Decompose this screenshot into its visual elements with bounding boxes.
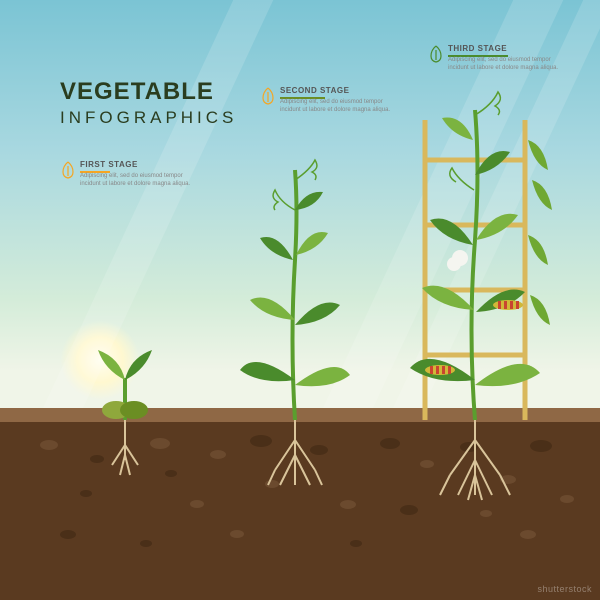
stage-desc: Adipiscing elit, sed do eiusmod tempor i… xyxy=(448,57,568,73)
soil-rock xyxy=(350,540,362,547)
soil-rock xyxy=(40,440,58,450)
leaf-icon xyxy=(60,160,76,180)
stage-label-first: FIRST STAGE Adipiscing elit, sed do eiusm… xyxy=(60,160,200,189)
stage-desc: Adipiscing elit, sed do eiusmod tempor i… xyxy=(80,173,200,189)
watermark: shutterstock xyxy=(537,584,592,594)
title-line2: INFOGRAPHICS xyxy=(60,108,237,128)
stage-title: THIRD STAGE xyxy=(448,44,568,53)
stage-label-third: THIRD STAGE Adipiscing elit, sed do eiusm… xyxy=(428,44,568,73)
leaf-icon xyxy=(260,86,276,106)
stage-title: FIRST STAGE xyxy=(80,160,200,169)
soil-rock xyxy=(480,510,492,517)
plant-stage-1 xyxy=(70,330,180,500)
infographic-scene: VEGETABLE INFOGRAPHICS FIRST STAGE Adipis… xyxy=(0,0,600,600)
soil-rock xyxy=(520,530,536,539)
title-block: VEGETABLE INFOGRAPHICS xyxy=(60,78,237,128)
soil-rock xyxy=(60,530,76,539)
soil-rock xyxy=(230,530,244,538)
leaf-icon xyxy=(428,44,444,64)
plant-stage-3 xyxy=(380,80,570,510)
plant-stage-2 xyxy=(220,140,370,500)
soil-rock xyxy=(140,540,152,547)
soil-rock xyxy=(340,500,356,509)
stage-label-second: SECOND STAGEAdipiscing elit, sed do eius… xyxy=(260,86,400,115)
soil-rock xyxy=(190,500,204,508)
title-line1: VEGETABLE xyxy=(60,78,237,106)
